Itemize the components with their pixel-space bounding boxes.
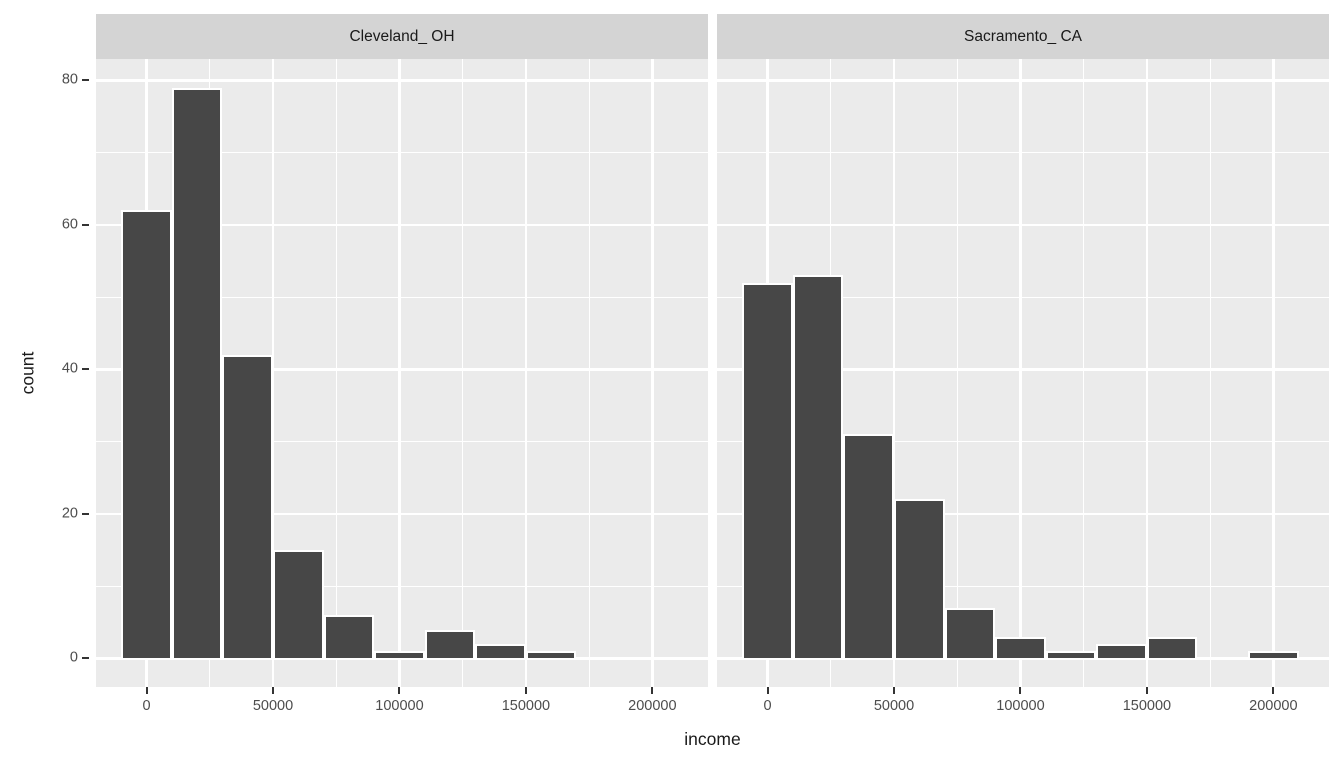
y-minor-gridline <box>96 441 708 443</box>
x-tick-label: 150000 <box>501 698 551 714</box>
x-tick-mark <box>398 687 401 694</box>
histogram-bar <box>525 651 577 661</box>
x-major-gridline <box>1019 59 1022 687</box>
y-minor-gridline <box>717 585 1329 587</box>
x-tick-label: 0 <box>142 698 151 714</box>
x-tick-mark <box>766 687 769 694</box>
y-tick-label: 40 <box>61 361 78 378</box>
y-major-gridline <box>96 512 708 516</box>
facet-strip-label: Sacramento_ CA <box>963 27 1083 45</box>
histogram-bar <box>894 499 945 661</box>
histogram-bar <box>374 651 425 661</box>
x-major-gridline <box>524 59 528 687</box>
x-major-gridline <box>1145 59 1149 687</box>
y-major-gridline <box>96 79 708 82</box>
histogram-bar <box>944 607 996 661</box>
plot-area <box>717 59 1329 687</box>
x-tick-mark <box>1145 687 1148 694</box>
histogram-bar <box>1248 651 1299 661</box>
y-tick-mark <box>82 79 89 82</box>
x-tick-label: 200000 <box>1249 698 1298 714</box>
y-major-gridline <box>717 512 1329 516</box>
x-tick-mark <box>1019 687 1022 694</box>
x-tick-mark <box>893 687 896 694</box>
y-tick-label: 20 <box>61 505 78 522</box>
y-tick-mark <box>82 657 89 660</box>
x-major-gridline <box>651 59 654 687</box>
y-minor-gridline <box>717 151 1329 154</box>
x-minor-gridline <box>1209 59 1211 687</box>
histogram-bar <box>475 644 526 661</box>
y-major-gridline <box>717 79 1329 82</box>
x-tick-mark <box>272 687 275 694</box>
y-major-gridline <box>717 368 1329 371</box>
x-tick-mark <box>524 687 527 694</box>
y-tick-label: 0 <box>69 650 78 667</box>
facet-panel-cleveland: Cleveland_ OH 0 50000 100000 150000 200000 <box>96 14 708 731</box>
y-major-gridline <box>96 368 708 371</box>
y-minor-gridline <box>717 296 1329 298</box>
x-tick-mark <box>145 687 148 694</box>
x-minor-gridline <box>588 59 590 687</box>
histogram-bar <box>843 434 895 661</box>
x-major-gridline <box>892 59 896 687</box>
x-tick-label: 100000 <box>996 698 1045 714</box>
histogram-bar <box>1146 636 1198 661</box>
facet-strip-label: Cleveland_ OH <box>349 27 455 45</box>
x-axis-title: income <box>684 729 741 749</box>
facet-panel-sacramento: Sacramento_ CA 0 50000 100000 150000 200000 <box>717 14 1329 731</box>
y-tick-mark <box>82 512 89 515</box>
histogram-bar <box>792 275 844 661</box>
x-axis: 0 50000 100000 150000 200000 <box>717 687 1329 731</box>
x-major-gridline <box>271 59 275 687</box>
y-minor-gridline <box>96 585 708 587</box>
x-tick-label: 200000 <box>628 698 677 714</box>
histogram-bar <box>742 282 793 661</box>
y-tick-mark <box>82 368 89 371</box>
x-tick-label: 50000 <box>252 698 294 714</box>
histogram-bar <box>323 615 375 661</box>
histogram-bar <box>424 629 476 661</box>
facet-strip: Sacramento_ CA <box>717 14 1329 59</box>
histogram-bar <box>995 636 1046 661</box>
y-tick-label: 60 <box>61 216 78 233</box>
x-tick-mark <box>651 687 654 694</box>
histogram-bar <box>273 550 324 661</box>
x-minor-gridline <box>956 59 958 687</box>
x-major-gridline <box>398 59 401 687</box>
x-minor-gridline <box>1083 59 1085 687</box>
y-axis: 0 20 40 60 80 <box>0 59 96 687</box>
y-tick-mark <box>82 223 89 226</box>
x-minor-gridline <box>462 59 464 687</box>
y-major-gridline <box>717 223 1329 227</box>
y-minor-gridline <box>717 441 1329 443</box>
histogram-bar <box>171 87 223 661</box>
x-axis: 0 50000 100000 150000 200000 <box>96 687 708 731</box>
y-tick-label: 80 <box>61 71 78 88</box>
histogram-bar <box>121 210 172 661</box>
x-tick-label: 150000 <box>1122 698 1172 714</box>
x-tick-label: 50000 <box>873 698 915 714</box>
x-tick-label: 0 <box>763 698 772 714</box>
y-minor-gridline <box>96 151 708 154</box>
plot-area <box>96 59 708 687</box>
x-major-gridline <box>1272 59 1275 687</box>
y-minor-gridline <box>96 296 708 298</box>
facet-strip: Cleveland_ OH <box>96 14 708 59</box>
histogram-bar <box>1045 651 1097 661</box>
x-minor-gridline <box>335 59 337 687</box>
histogram-bar <box>222 354 274 661</box>
y-major-gridline <box>96 223 708 227</box>
x-tick-mark <box>1272 687 1275 694</box>
histogram-bar <box>1096 644 1147 661</box>
x-tick-label: 100000 <box>375 698 424 714</box>
